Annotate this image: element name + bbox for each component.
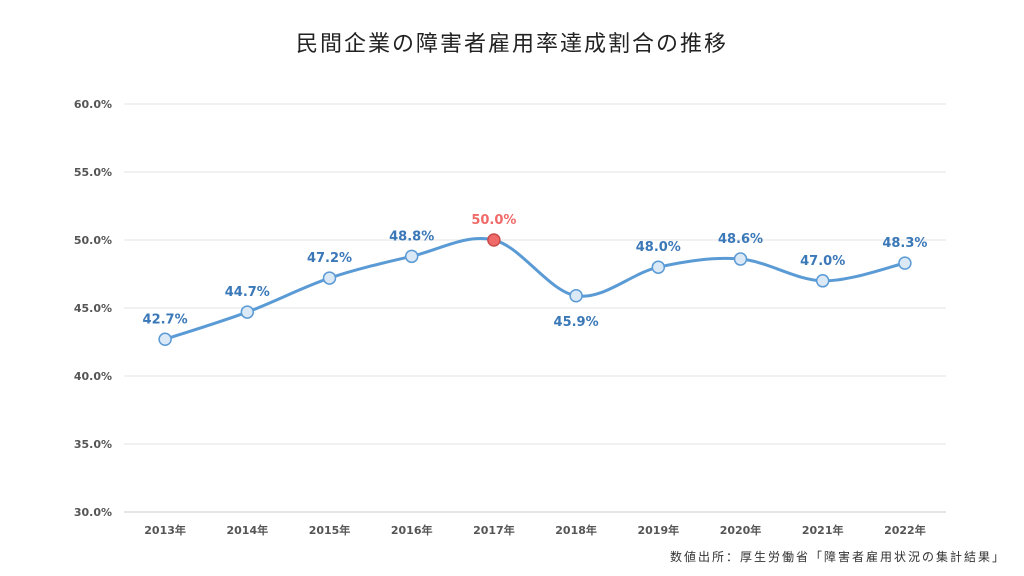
x-tick-label: 2018年 — [555, 523, 597, 537]
data-point — [240, 305, 255, 319]
x-tick-label: 2022年 — [884, 523, 926, 537]
data-point — [898, 256, 912, 270]
y-tick-label: 55.0% — [74, 166, 112, 179]
data-label: 48.0% — [636, 240, 681, 255]
data-point — [569, 289, 583, 303]
data-point — [651, 260, 666, 274]
data-markers — [158, 233, 912, 347]
data-label: 47.2% — [307, 251, 352, 266]
data-labels: 42.7% 44.7% 47.2% 48.8% 50.0% 45.9% 48.0% 48.6%… — [143, 213, 928, 330]
y-axis-ticks: 30.0% 35.0% 40.0% 45.0% 50.0% 55.0% 60.0% — [74, 98, 112, 519]
x-tick-label: 2017年 — [473, 523, 515, 537]
x-tick-label: 2015年 — [309, 523, 351, 537]
y-tick-label: 45.0% — [74, 302, 112, 315]
data-point — [322, 271, 337, 285]
x-tick-label: 2021年 — [802, 523, 844, 537]
x-tick-label: 2020年 — [720, 523, 762, 537]
x-axis-ticks: 2013年 2014年 2015年 2016年 2017年 2018年 2019年 2020年… — [144, 523, 925, 537]
y-tick-label: 30.0% — [74, 506, 112, 519]
y-tick-label: 40.0% — [74, 370, 112, 383]
data-point — [158, 332, 172, 347]
x-tick-label: 2013年 — [144, 523, 186, 537]
data-point — [815, 274, 830, 288]
data-label: 42.7% — [143, 312, 188, 327]
source-note: 数値出所：厚生労働省「障害者雇用状況の集計結果」 — [669, 550, 1006, 564]
y-tick-label: 50.0% — [74, 234, 112, 247]
x-tick-label: 2014年 — [226, 523, 268, 537]
data-label: 48.6% — [718, 232, 763, 247]
data-point — [733, 252, 748, 266]
x-tick-label: 2019年 — [637, 523, 679, 537]
data-label: 44.7% — [225, 285, 270, 300]
data-label: 48.8% — [389, 229, 434, 244]
data-point — [487, 233, 501, 247]
data-label: 50.0% — [471, 213, 516, 228]
series-line — [163, 237, 907, 341]
data-point — [404, 249, 419, 264]
data-label: 45.9% — [554, 315, 599, 330]
data-label: 47.0% — [800, 254, 845, 269]
data-label: 48.3% — [882, 236, 927, 251]
y-tick-label: 60.0% — [74, 98, 112, 111]
x-tick-label: 2016年 — [391, 523, 433, 537]
y-tick-label: 35.0% — [74, 438, 112, 451]
chart-title: 民間企業の障害者雇用率達成割合の推移 — [295, 32, 728, 57]
